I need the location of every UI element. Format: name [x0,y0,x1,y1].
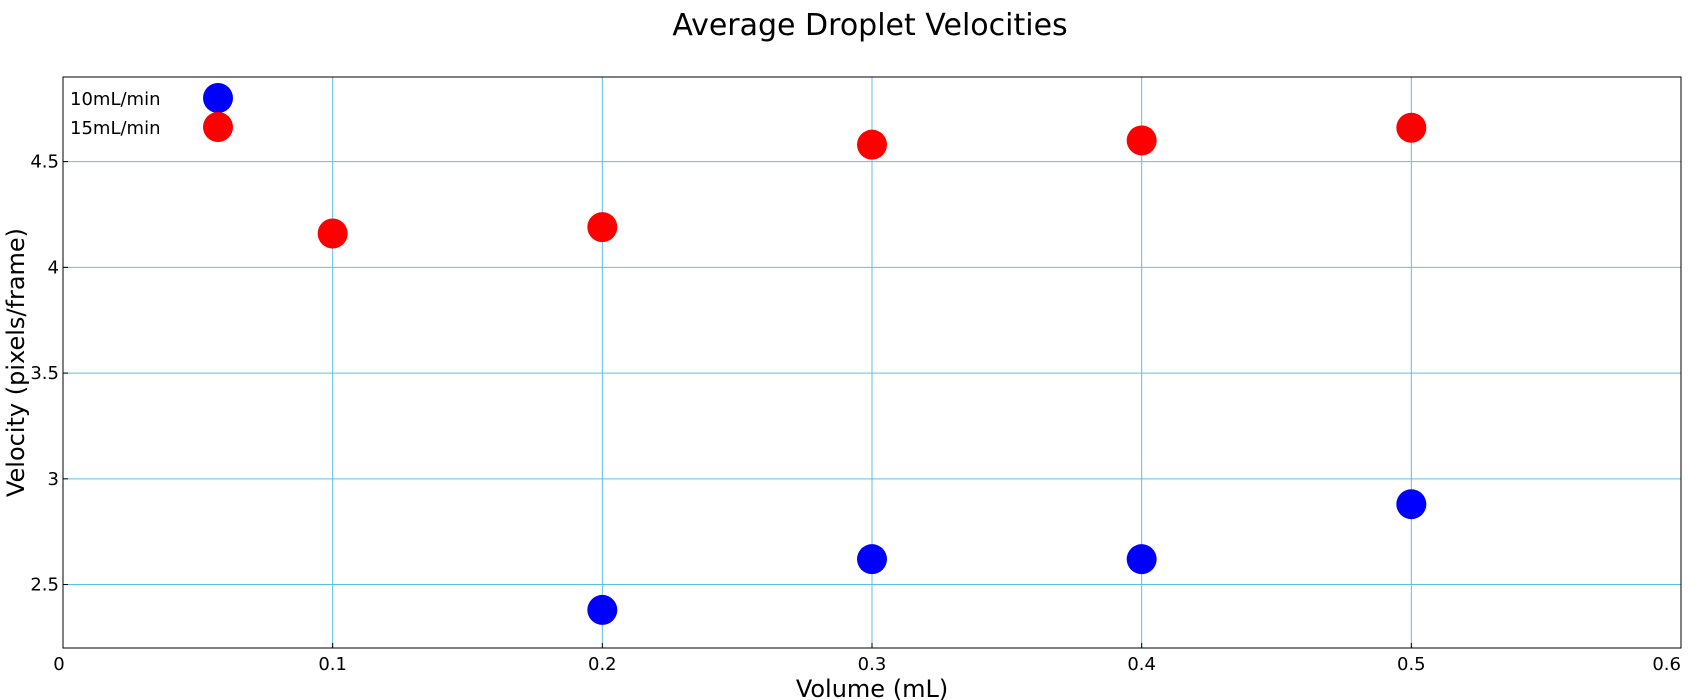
y-tick-label: 2.5 [30,575,59,596]
data-point-series-1 [1126,544,1157,575]
grid-lines [63,77,1681,648]
data-point-series-1 [587,594,618,625]
x-tick-label: 0.5 [1397,654,1426,675]
x-tick-label: 0.1 [318,654,347,675]
x-tick-label: 0.2 [588,654,617,675]
data-point-series-1 [857,544,887,575]
data-point-series-2 [1126,125,1157,156]
y-tick-label: 3.5 [30,363,59,384]
x-axis-label: Volume (mL) [796,675,948,700]
chart-title: Average Droplet Velocities [672,8,1067,43]
y-tick-label: 4 [48,257,59,278]
legend: 10mL/min 15mL/min [70,83,233,142]
legend-marker [203,112,233,142]
y-tick-label: 3 [48,469,59,490]
x-tick-label: 0.3 [858,654,887,675]
legend-marker [203,83,233,113]
y-tick-label: 4.5 [30,152,59,173]
data-point-series-1 [1396,489,1427,520]
data-point-series-2 [857,129,887,160]
legend-label: 15mL/min [70,118,160,139]
data-point-series-2 [587,212,618,243]
x-tick-label: 0.4 [1127,654,1156,675]
legend-label: 10mL/min [70,89,160,110]
x-tick-label: 0 [53,654,64,675]
data-point-series-2 [1396,112,1427,143]
data-point-series-2 [317,218,348,249]
axis-ticks: 0 0.1 0.2 0.3 0.4 0.5 0.6 2.5 3 3.5 4 4.5 [30,152,1682,675]
y-axis-label: Velocity (pixels/frame) [2,228,30,497]
data-points [317,112,1427,625]
x-tick-label: 0.6 [1652,654,1681,675]
